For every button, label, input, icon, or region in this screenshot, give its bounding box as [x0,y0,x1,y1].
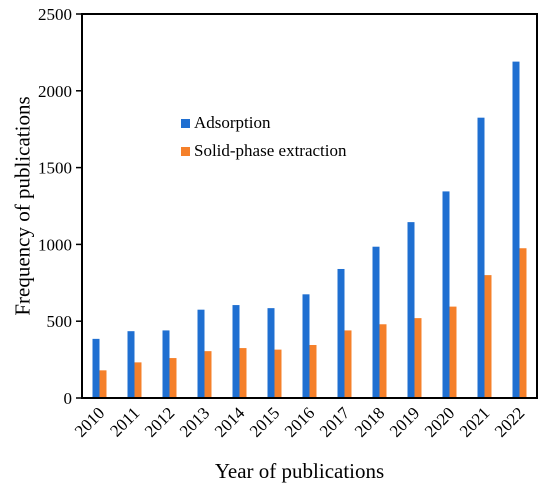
bar-solid-phase-extraction-2014 [239,348,247,398]
x-axis-title: Year of publications [215,459,384,483]
y-tick-label: 500 [47,312,73,331]
x-tick-label: 2020 [421,403,458,440]
bar-adsorption-2010 [92,338,100,398]
x-tick-label: 2018 [351,403,388,440]
x-tick-label: 2017 [316,403,354,441]
bar-adsorption-2020 [442,191,450,398]
y-axis-title: Frequency of publications [10,96,34,315]
bar-solid-phase-extraction-2016 [309,345,317,398]
bar-adsorption-2015 [267,308,275,398]
x-axis-ticks: 2010201120122013201420152016201720182019… [71,403,528,441]
bar-adsorption-2016 [302,294,310,398]
bar-solid-phase-extraction-2020 [449,306,457,398]
y-tick-label: 2500 [38,5,72,24]
x-tick-label: 2015 [246,403,283,440]
y-axis-ticks: 0 500 1000 1500 2000 2500 [38,5,82,408]
y-tick-label: 1000 [38,235,72,254]
bar-adsorption-2022 [512,61,520,399]
bar-solid-phase-extraction-2013 [204,351,212,398]
legend-swatch-adsorption [181,119,190,128]
y-tick-label: 0 [64,389,73,408]
bar-solid-phase-extraction-2012 [169,358,177,398]
legend: Adsorption Solid-phase extraction [181,113,347,160]
bar-adsorption-2017 [337,268,345,398]
bar-solid-phase-extraction-2015 [274,349,282,398]
y-tick-label: 2000 [38,82,72,101]
bar-solid-phase-extraction-2010 [99,370,107,398]
bar-solid-phase-extraction-2021 [484,275,492,398]
bar-solid-phase-extraction-2017 [344,330,352,398]
y-tick-label: 1500 [38,159,72,178]
bar-adsorption-2021 [477,117,485,399]
x-tick-label: 2022 [491,403,528,440]
bar-solid-phase-extraction-2019 [414,318,422,398]
bar-adsorption-2014 [232,305,240,398]
x-tick-label: 2016 [281,403,318,440]
bar-adsorption-2019 [407,222,415,398]
x-tick-label: 2012 [141,403,178,440]
legend-label-adsorption: Adsorption [194,113,271,132]
x-tick-label: 2010 [71,403,108,440]
legend-swatch-solid-phase-extraction [181,147,190,156]
x-tick-label: 2019 [386,403,423,440]
bar-solid-phase-extraction-2011 [134,362,142,398]
x-tick-label: 2013 [176,403,213,440]
bars-group [92,61,527,399]
bar-adsorption-2013 [197,309,205,398]
bar-adsorption-2012 [162,330,170,398]
legend-label-solid-phase-extraction: Solid-phase extraction [194,141,347,160]
bar-solid-phase-extraction-2018 [379,324,387,398]
x-tick-label: 2014 [211,403,249,441]
x-tick-label: 2021 [456,403,493,440]
bar-adsorption-2011 [127,331,135,398]
bar-adsorption-2018 [372,246,380,398]
plot-frame [81,13,538,399]
x-tick-label: 2011 [106,403,143,440]
bar-solid-phase-extraction-2022 [519,248,527,398]
